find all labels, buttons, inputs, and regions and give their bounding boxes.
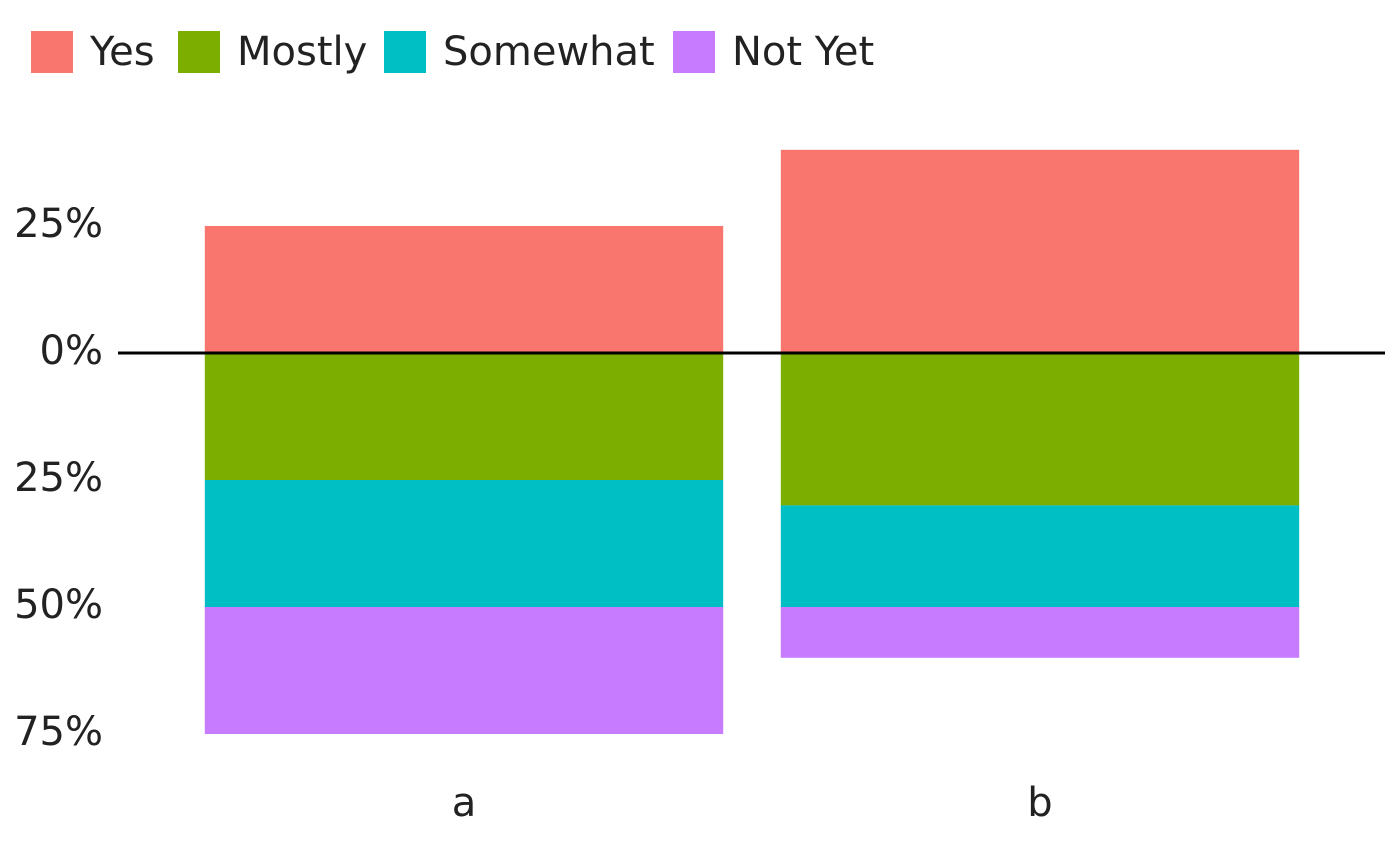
legend-label: Yes [89, 29, 155, 75]
bar-segment [204, 226, 724, 353]
legend-swatch [31, 31, 73, 73]
bar-segment [780, 607, 1300, 658]
bar-segment [780, 353, 1300, 506]
bar-segment [204, 607, 724, 734]
legend-label: Not Yet [732, 29, 874, 75]
legend-swatch [178, 31, 220, 73]
bar-segment [780, 505, 1300, 607]
y-tick-label: 25% [14, 455, 103, 501]
x-tick-label: a [452, 780, 477, 826]
bar-segment [204, 353, 724, 480]
legend-swatch [384, 31, 426, 73]
y-tick-label: 25% [14, 201, 103, 247]
y-tick-label: 75% [14, 709, 103, 755]
legend-label: Mostly [237, 29, 367, 75]
y-tick-label: 50% [14, 582, 103, 628]
bar-segment [780, 149, 1300, 353]
legend-label: Somewhat [443, 29, 655, 75]
legend-swatch [673, 31, 715, 73]
x-tick-label: b [1027, 780, 1052, 826]
y-tick-label: 0% [40, 328, 103, 374]
bar-segment [204, 480, 724, 607]
